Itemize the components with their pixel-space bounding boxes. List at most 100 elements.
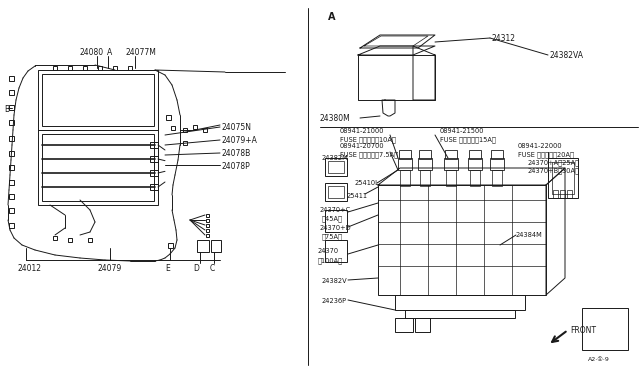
Text: FUSE ヒューズ（7.5A）: FUSE ヒューズ（7.5A） [340,151,398,158]
Bar [8,135,13,141]
Text: FUSE ヒューズ（20A）: FUSE ヒューズ（20A） [518,151,574,158]
Text: 24077M: 24077M [125,48,156,57]
Bar [325,240,347,262]
Bar [395,318,413,332]
Bar [8,208,13,212]
Text: 24079: 24079 [98,264,122,273]
Text: 24382M: 24382M [322,155,349,161]
Bar [205,214,209,217]
Bar [183,128,187,132]
Bar [548,158,578,198]
Text: 24370+B（30A）: 24370+B（30A） [528,167,580,174]
Bar [552,162,574,194]
Bar [53,66,57,70]
Bar [490,158,504,170]
Bar [8,164,13,170]
Text: C: C [210,264,215,273]
Bar [38,70,158,130]
Bar [469,150,481,159]
Bar [398,158,412,170]
Text: 24078B: 24078B [222,149,252,158]
Text: 24382VA: 24382VA [550,51,584,60]
Bar [328,161,344,173]
Text: 08941-21000: 08941-21000 [340,128,385,134]
Text: 24370+C: 24370+C [320,207,351,213]
Text: 24080: 24080 [80,48,104,57]
Bar [325,183,347,201]
Bar [150,142,158,148]
Bar [171,126,175,130]
Bar [193,125,197,129]
Text: （45A）: （45A） [322,215,343,222]
Text: 25410L: 25410L [355,180,380,186]
Bar [395,295,525,310]
Bar [8,105,13,109]
Bar [8,119,13,125]
Text: E: E [165,264,170,273]
Bar [444,158,458,170]
Bar [98,66,102,70]
Text: 24012: 24012 [18,264,42,273]
Bar [491,150,503,159]
Text: 24079+A: 24079+A [222,136,258,145]
Bar [405,310,515,318]
Text: （100A）: （100A） [318,257,343,264]
Text: 24370: 24370 [318,248,339,254]
Text: 24382V: 24382V [322,278,348,284]
Bar [197,240,209,252]
Bar [567,190,572,198]
Text: 24075N: 24075N [222,123,252,132]
Text: （75A）: （75A） [322,233,343,240]
Bar [415,318,430,332]
Text: A2·①·9: A2·①·9 [588,357,610,362]
Bar [400,170,410,186]
Bar [560,190,565,198]
Bar [8,90,13,94]
Bar [553,190,558,198]
Text: FUSE ヒューズ（15A）: FUSE ヒューズ（15A） [440,136,496,142]
Bar [203,128,207,132]
Bar [205,228,209,231]
Bar [205,218,209,221]
Bar [325,210,347,232]
Bar [150,156,158,162]
Text: B: B [4,105,9,114]
Text: 24370+A（25A）: 24370+A（25A） [528,159,580,166]
Bar [492,170,502,186]
Text: 24236P: 24236P [322,298,347,304]
Bar [38,130,158,205]
Bar [325,158,347,176]
Bar [470,170,480,186]
Text: 08941-21500: 08941-21500 [440,128,484,134]
Bar [88,238,92,242]
Bar [42,134,154,201]
Bar [8,193,13,199]
Bar [68,238,72,242]
Text: D: D [193,264,199,273]
Text: 24312: 24312 [492,34,516,43]
Bar [582,308,628,350]
Bar [150,170,158,176]
Bar [83,66,87,70]
Bar [42,74,154,126]
Text: A: A [107,48,112,57]
Bar [150,184,158,190]
Bar [53,236,57,240]
Text: FUSE ヒューズ（10A）: FUSE ヒューズ（10A） [340,136,396,142]
Bar [8,151,13,155]
Bar [113,66,117,70]
Bar [468,158,482,170]
Text: 08941-22000: 08941-22000 [518,143,563,149]
Bar [399,150,411,159]
Bar [446,170,456,186]
Text: 25411: 25411 [347,193,368,199]
Bar [68,66,72,70]
Bar [8,76,13,80]
Text: 24380M: 24380M [320,114,351,123]
Bar [445,150,457,159]
Bar [183,141,187,145]
Text: 24078P: 24078P [222,162,251,171]
Bar [418,158,432,170]
Bar [168,243,173,247]
Bar [328,186,344,198]
